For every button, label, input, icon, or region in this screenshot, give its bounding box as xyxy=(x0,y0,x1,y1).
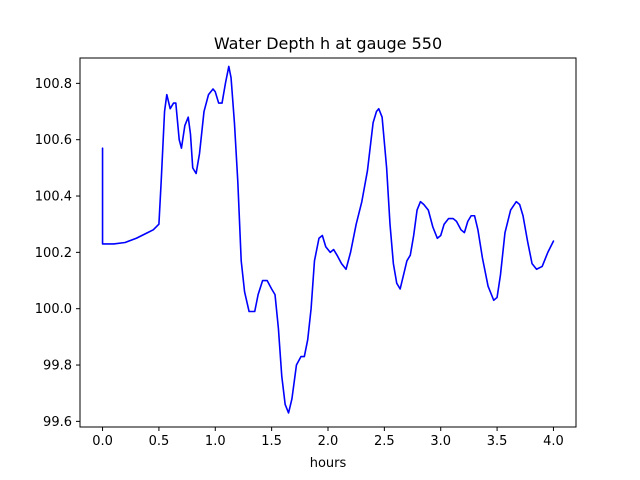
y-tick-label: 100.0 xyxy=(35,302,72,317)
x-axis: 0.0 0.5 1.0 1.5 2.0 2.5 3.0 3.5 4.0 xyxy=(92,427,564,449)
chart-title: Water Depth h at gauge 550 xyxy=(214,34,442,53)
y-tick-label: 100.2 xyxy=(35,246,72,261)
x-tick-label: 4.0 xyxy=(543,434,564,449)
x-tick-label: 0.5 xyxy=(149,434,170,449)
x-tick-label: 2.5 xyxy=(374,434,395,449)
plot-area xyxy=(101,65,555,414)
y-tick-label: 100.4 xyxy=(35,190,72,205)
x-tick-label: 3.5 xyxy=(487,434,508,449)
x-tick-label: 0.0 xyxy=(92,434,113,449)
x-tick-label: 1.0 xyxy=(205,434,226,449)
plot-frame xyxy=(79,57,577,428)
y-tick-label: 99.8 xyxy=(43,359,72,374)
x-tick-label: 3.0 xyxy=(430,434,451,449)
y-tick-label: 100.6 xyxy=(35,133,72,148)
x-axis-label: hours xyxy=(310,456,347,471)
x-tick-label: 2.0 xyxy=(318,434,339,449)
series-line-0 xyxy=(101,65,555,414)
y-axis: 99.6 99.8 100.0 100.2 100.4 100.6 100.8 xyxy=(35,77,80,430)
x-tick-label: 1.5 xyxy=(261,434,282,449)
y-tick-label: 99.6 xyxy=(43,415,72,430)
y-tick-label: 100.8 xyxy=(35,77,72,92)
